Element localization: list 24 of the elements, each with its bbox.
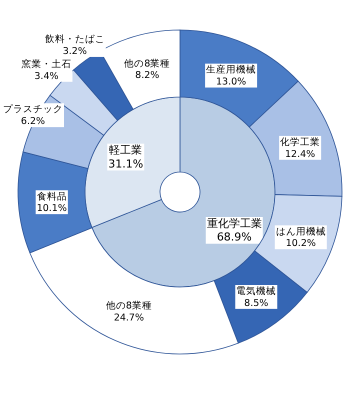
- data-label: 24.7%: [114, 312, 144, 324]
- data-label: 31.1%: [108, 157, 144, 170]
- slice-label: 重化学工業: [206, 216, 262, 230]
- slice-label: 他の8業種: [106, 299, 152, 312]
- slice-label: 飲料・たばこ: [44, 33, 105, 46]
- data-label: 10.1%: [36, 203, 67, 214]
- slice-label: はん用機械: [276, 225, 326, 238]
- slice-label: 窯業・土石: [21, 58, 72, 70]
- data-label: 68.9%: [216, 230, 252, 244]
- data-label: 6.2%: [20, 116, 46, 128]
- slice-label: 電気機械: [236, 285, 276, 298]
- data-label: 3.4%: [34, 70, 59, 82]
- data-label: 8.5%: [244, 298, 268, 309]
- slice-label: 軽工業: [109, 144, 142, 157]
- slice-label: プラスチック: [3, 103, 63, 116]
- slice-label: 他の8業種: [124, 57, 170, 70]
- data-label: 10.2%: [286, 238, 316, 250]
- data-label: 13.0%: [216, 76, 246, 88]
- slice-label: 化学工業: [280, 136, 320, 148]
- slice-label: 食料品: [36, 190, 67, 202]
- data-label: 8.2%: [135, 70, 160, 82]
- slice-label: 生産用機械: [206, 64, 256, 76]
- data-label: 3.2%: [62, 46, 87, 57]
- data-label: 12.4%: [285, 148, 316, 160]
